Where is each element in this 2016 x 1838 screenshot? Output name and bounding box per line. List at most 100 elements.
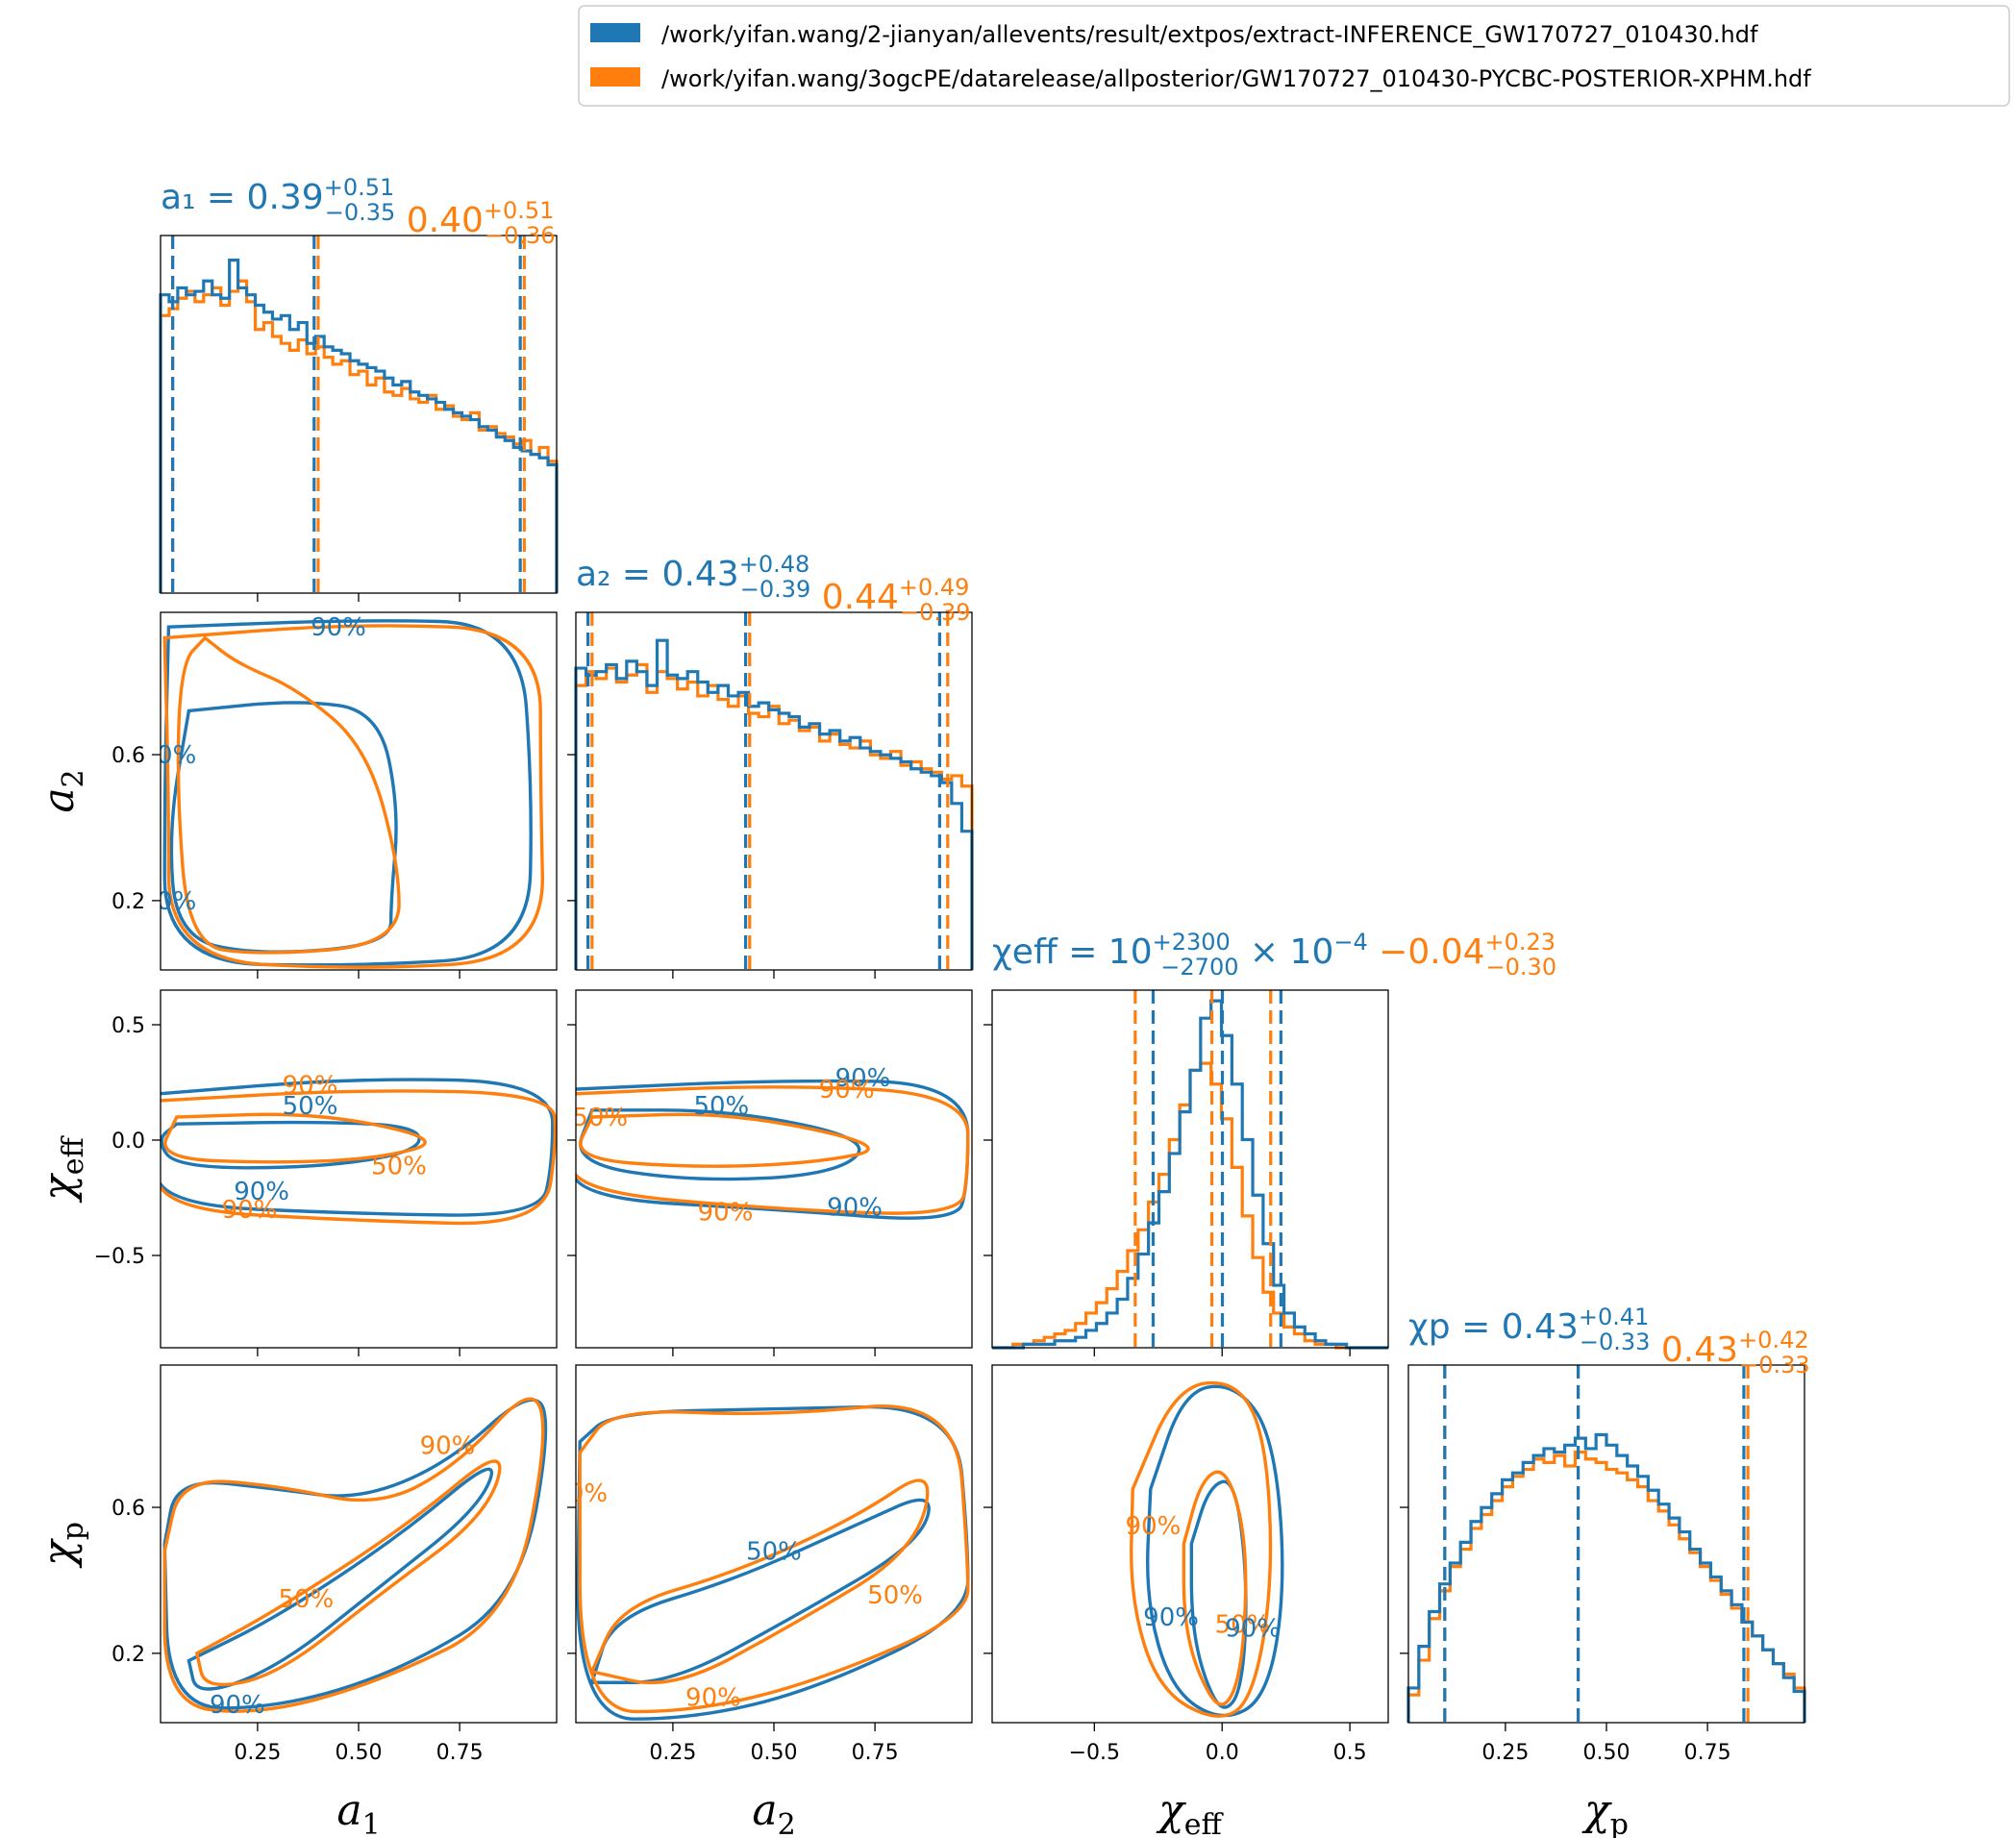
x-tick-label-a1: 0.75 [436, 1741, 484, 1765]
x-axis-label-chi_p: χp [1581, 1786, 1629, 1838]
x-tick-label-a2: 0.50 [751, 1741, 798, 1765]
contour-label-orange: 50% [371, 1152, 427, 1180]
title-blue-plus: +0.48 [739, 551, 810, 578]
contour-label-blue: 90% [141, 887, 197, 916]
title-blue-minus: −2700 [1160, 954, 1238, 981]
contours: 90% 50% 90% [162, 1397, 548, 1720]
y-axis-label-chi_eff: χeff [35, 1134, 90, 1203]
title-blue-plus: +2300 [1153, 929, 1231, 956]
contour-label-blue: 90% [311, 613, 366, 642]
title-blue-plus: +0.51 [324, 174, 395, 201]
panel-title-a1: a₁ = 0.39+0.51 −0.35 0.40+0.51 −0.36 [161, 174, 556, 249]
title-orange-value: 0.40 [395, 201, 484, 240]
y-axis-label-chi_p: χp [35, 1522, 90, 1569]
contour-label-blue: 90% [835, 1064, 891, 1093]
axes-frame [160, 611, 558, 971]
title-orange-minus: −0.33 [1739, 1352, 1810, 1378]
title-blue-suffix: × 10 [1238, 932, 1333, 972]
contour-label-orange: 90% [1126, 1512, 1182, 1541]
contour-orange-50 [163, 1112, 427, 1164]
contour-blue-50 [589, 1498, 931, 1684]
x-tick-label-a2: 0.25 [649, 1741, 696, 1765]
axis-label-subscript: eff [1184, 1808, 1225, 1838]
contour-label-orange: 50% [278, 1585, 334, 1614]
x-axis-label-chi_eff: χeff [1156, 1786, 1224, 1838]
contour-label-orange: 90% [685, 1683, 741, 1712]
contour-label-blue: 90% [1225, 1614, 1281, 1643]
contours: 90% 50% 50% 90% [552, 1404, 970, 1721]
x-tick-label-chi_eff: 0.5 [1333, 1741, 1367, 1765]
contour-orange-90 [161, 1089, 557, 1226]
y-tick-label-a2: 0.6 [112, 744, 145, 768]
title-orange-plus: +0.51 [484, 197, 555, 224]
x-tick-label-a1: 0.50 [336, 1741, 383, 1765]
contour-label-orange: 90% [283, 1071, 338, 1100]
panel-2d-chi_eff-chi_p: 90%90% 50%90% [991, 1364, 1389, 1724]
x-tick-label-chi_p: 0.50 [1583, 1741, 1630, 1765]
x-tick-label-a1: 0.25 [234, 1741, 281, 1765]
title-blue-value: a₁ = 0.39 [161, 178, 324, 217]
contour-blue-50 [169, 701, 398, 954]
hist-orange [574, 662, 974, 970]
contour-label-blue: 50% [141, 741, 197, 770]
panel-2d-a1-a2: 90% 50% 90% [141, 611, 558, 971]
panel-title-chi_eff: χeff = 10+2300 −2700 × 10−4 −0.04+0.23 −0.… [992, 929, 1556, 981]
x-axis-label-a1: a1 [336, 1786, 380, 1838]
axes-frame [160, 989, 558, 1349]
title-orange-value: 0.43 [1650, 1330, 1738, 1370]
contours: 90%90% 50%90% [1126, 1380, 1284, 1718]
panel-title-chi_p: χp = 0.43+0.41 −0.33 0.43+0.42 −0.33 [1408, 1304, 1810, 1378]
contour-label-orange: 90% [819, 1076, 875, 1105]
contour-orange-50 [194, 1459, 502, 1687]
contours: 90%50%50%90%90% [161, 1071, 557, 1226]
title-blue-exp: −4 [1333, 929, 1367, 956]
panel-hist-a2: a₂ = 0.43+0.48 −0.39 0.44+0.49 −0.39 [574, 551, 974, 971]
x-tick-label-chi_eff: −0.5 [1069, 1741, 1120, 1765]
contour-label-orange: 50% [572, 1104, 628, 1132]
axes-frame [991, 989, 1389, 1349]
contour-label-orange: 90% [552, 1479, 608, 1508]
title-blue-value: a₂ = 0.43 [576, 555, 739, 594]
axis-label-symbol: χ [1581, 1786, 1612, 1835]
y-tick-label-chi_eff: 0.5 [112, 1014, 145, 1038]
contour-orange-90 [162, 1397, 545, 1713]
contour-orange-50 [176, 635, 401, 955]
panel-2d-a1-chi_eff: 90%50%50%90%90% [160, 989, 558, 1349]
legend-swatch-orange [590, 67, 640, 87]
title-orange-minus: −0.30 [1486, 954, 1557, 981]
contour-orange-50 [1182, 1470, 1248, 1706]
contour-label-orange: 50% [867, 1581, 923, 1610]
contour-orange-50 [589, 1478, 930, 1685]
hist-blue [992, 999, 1388, 1350]
title-blue-minus: −0.39 [740, 576, 811, 603]
panel-title-a2: a₂ = 0.43+0.48 −0.39 0.44+0.49 −0.39 [576, 551, 971, 626]
hist-blue [574, 638, 974, 970]
title-orange-minus: −0.36 [485, 222, 556, 249]
y-axis-label-a2: a2 [35, 769, 90, 812]
contour-blue-50 [579, 1108, 861, 1181]
contour-blue-90 [576, 1079, 970, 1220]
contour-label-orange: 90% [420, 1432, 476, 1461]
axis-label-subscript: 2 [778, 1808, 796, 1838]
x-tick-label-chi_p: 0.75 [1684, 1741, 1731, 1765]
contour-label-blue: 50% [746, 1538, 802, 1567]
contour-blue-90 [162, 1398, 548, 1710]
contour-blue-90 [161, 1078, 555, 1217]
contour-label-blue: 50% [283, 1092, 338, 1121]
legend: /work/yifan.wang/2-jianyan/allevents/res… [578, 5, 2010, 107]
contours: 90% 50% 90% [141, 613, 544, 969]
axis-label-symbol: χ [35, 1538, 84, 1569]
contour-orange-90 [578, 1404, 970, 1714]
title-orange-plus: +0.23 [1485, 929, 1556, 956]
x-tick-label-a2: 0.75 [852, 1741, 899, 1765]
title-blue-minus: −0.33 [1580, 1329, 1651, 1355]
x-axis-label-a2: a2 [752, 1786, 795, 1838]
panel-2d-a2-chi_p: 90% 50% 50% 90% [552, 1364, 973, 1724]
contour-label-blue: 90% [1143, 1603, 1199, 1632]
hist-orange [992, 1061, 1388, 1350]
panel-2d-a1-chi_p: 90% 50% 90% [160, 1364, 558, 1724]
title-blue-value: χp = 0.43 [1408, 1307, 1579, 1347]
panel-hist-chi_eff: χeff = 10+2300 −2700 × 10−4 −0.04+0.23 −0.… [991, 929, 1556, 1350]
x-tick-label-chi_p: 0.25 [1481, 1741, 1529, 1765]
